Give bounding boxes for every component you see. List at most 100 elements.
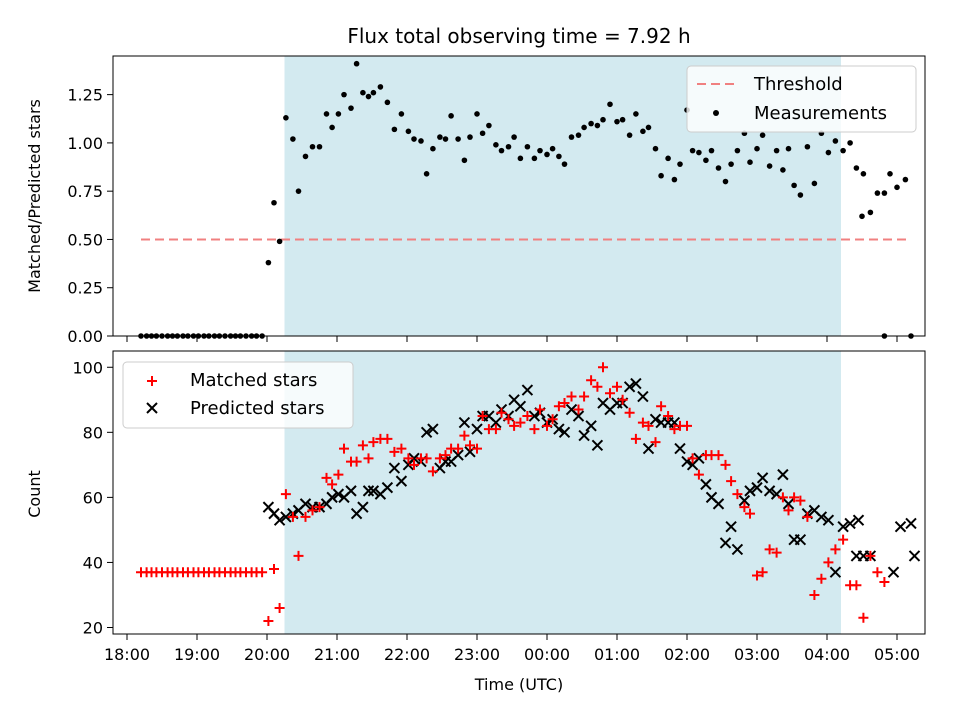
measurement-point xyxy=(537,147,543,154)
predicted-star-marker xyxy=(553,423,565,435)
matched-star-marker xyxy=(280,489,291,500)
predicted-star-marker xyxy=(829,566,842,578)
measurement-point xyxy=(398,111,405,117)
legend-label: Predicted stars xyxy=(190,398,324,419)
measurement-point xyxy=(511,134,517,140)
matched-star-marker xyxy=(351,456,362,467)
matched-star-marker xyxy=(637,417,648,428)
matched-star-marker xyxy=(764,544,775,555)
x-tick-label: 20:00 xyxy=(244,645,290,664)
bottom-y-tick-label: 100 xyxy=(72,358,103,377)
top-y-tick-label: 0.50 xyxy=(67,230,103,249)
matched-star-marker xyxy=(542,420,552,431)
predicted-star-marker xyxy=(408,452,420,465)
predicted-star-marker xyxy=(578,429,590,442)
measurement-point xyxy=(804,143,811,150)
predicted-star-marker xyxy=(756,472,769,484)
chart-title: Flux total observing time = 7.92 h xyxy=(347,24,690,48)
predicted-star-marker xyxy=(452,449,464,461)
matched-star-marker xyxy=(465,440,475,451)
matched-star-marker xyxy=(269,563,279,574)
matched-star-marker xyxy=(263,615,274,626)
predicted-star-marker xyxy=(388,462,401,474)
top-panel: 0.00 0.25 0.50 0.75 1.00 1.25 Threshold Measure… xyxy=(67,55,926,346)
legend-matched-swatch xyxy=(147,376,157,386)
predicted-star-marker xyxy=(591,439,604,452)
measurement-point xyxy=(832,138,839,144)
matched-star-marker xyxy=(287,511,298,522)
predicted-star-marker xyxy=(649,413,662,426)
matched-star-marker xyxy=(300,511,311,522)
matched-star-marker xyxy=(592,381,603,392)
matched-star-marker xyxy=(453,443,464,454)
measurement-point xyxy=(640,128,646,135)
matched-star-marker xyxy=(713,450,724,461)
measurement-point xyxy=(607,101,613,108)
bottom-y-tick-label: 20 xyxy=(83,618,103,637)
measurement-point xyxy=(335,111,342,117)
matched-star-marker xyxy=(617,394,628,405)
matched-star-marker xyxy=(357,440,368,451)
matched-star-marker xyxy=(783,505,794,516)
measurement-point xyxy=(423,170,430,177)
predicted-star-marker xyxy=(908,550,921,562)
matched-star-marker xyxy=(739,502,750,513)
measurement-point xyxy=(594,122,601,129)
x-tick-label: 19:00 xyxy=(174,645,220,664)
matched-star-marker xyxy=(777,492,788,503)
predicted-star-marker xyxy=(357,501,369,513)
measurement-point xyxy=(448,113,454,119)
measurement-point xyxy=(437,134,443,140)
bottom-y-axis-label: Count xyxy=(25,470,44,518)
predicted-star-marker xyxy=(751,481,763,494)
measurement-point xyxy=(377,84,384,90)
measurement-point xyxy=(474,111,480,117)
measurement-point xyxy=(874,190,881,196)
top-y-tick-label: 1.25 xyxy=(67,86,103,105)
matched-star-marker xyxy=(851,580,862,591)
legend-measurement-swatch xyxy=(713,110,719,116)
measurement-point xyxy=(575,132,582,138)
measurement-point xyxy=(455,136,461,142)
matched-star-marker xyxy=(816,573,827,584)
predicted-star-marker xyxy=(299,498,312,510)
measurement-point xyxy=(859,213,865,220)
measurement-point xyxy=(626,132,633,138)
matched-star-marker xyxy=(535,404,545,415)
measurement-point xyxy=(766,163,773,169)
predicted-star-marker xyxy=(623,381,636,393)
measurement-point xyxy=(840,147,846,154)
measurement-point xyxy=(747,159,753,166)
measurement-point xyxy=(734,147,741,154)
matched-star-marker xyxy=(687,453,698,464)
predicted-star-marker xyxy=(852,514,865,526)
matched-star-marker xyxy=(726,476,737,487)
measurement-point xyxy=(348,105,354,111)
matched-star-marker xyxy=(579,391,590,402)
bottom-y-tick-label: 60 xyxy=(83,488,103,507)
measurement-point xyxy=(411,136,417,142)
measurement-point xyxy=(549,145,556,152)
matched-star-marker xyxy=(757,567,768,578)
matched-star-marker xyxy=(434,453,445,464)
matched-star-marker xyxy=(838,534,849,545)
predicted-star-marker xyxy=(837,520,849,533)
matched-star-marker xyxy=(509,420,520,431)
predicted-star-marker xyxy=(345,485,357,497)
predicted-star-marker xyxy=(471,423,483,435)
measurement-point xyxy=(283,114,289,121)
predicted-star-marker xyxy=(427,423,439,435)
legend-predicted-swatch xyxy=(146,402,158,414)
matched-star-marker xyxy=(656,401,667,412)
predicted-star-marker xyxy=(822,514,835,526)
predicted-star-marker xyxy=(738,494,751,507)
top-y-axis-label: Matched/Predicted stars xyxy=(25,99,44,293)
measurement-point xyxy=(619,116,626,123)
matched-star-marker xyxy=(396,443,407,454)
matched-star-marker xyxy=(522,411,533,422)
matched-star-marker xyxy=(669,424,680,435)
measurement-point xyxy=(754,145,760,152)
matched-star-marker xyxy=(872,567,883,578)
predicted-star-marker xyxy=(894,520,907,533)
matched-star-marker xyxy=(612,381,622,392)
